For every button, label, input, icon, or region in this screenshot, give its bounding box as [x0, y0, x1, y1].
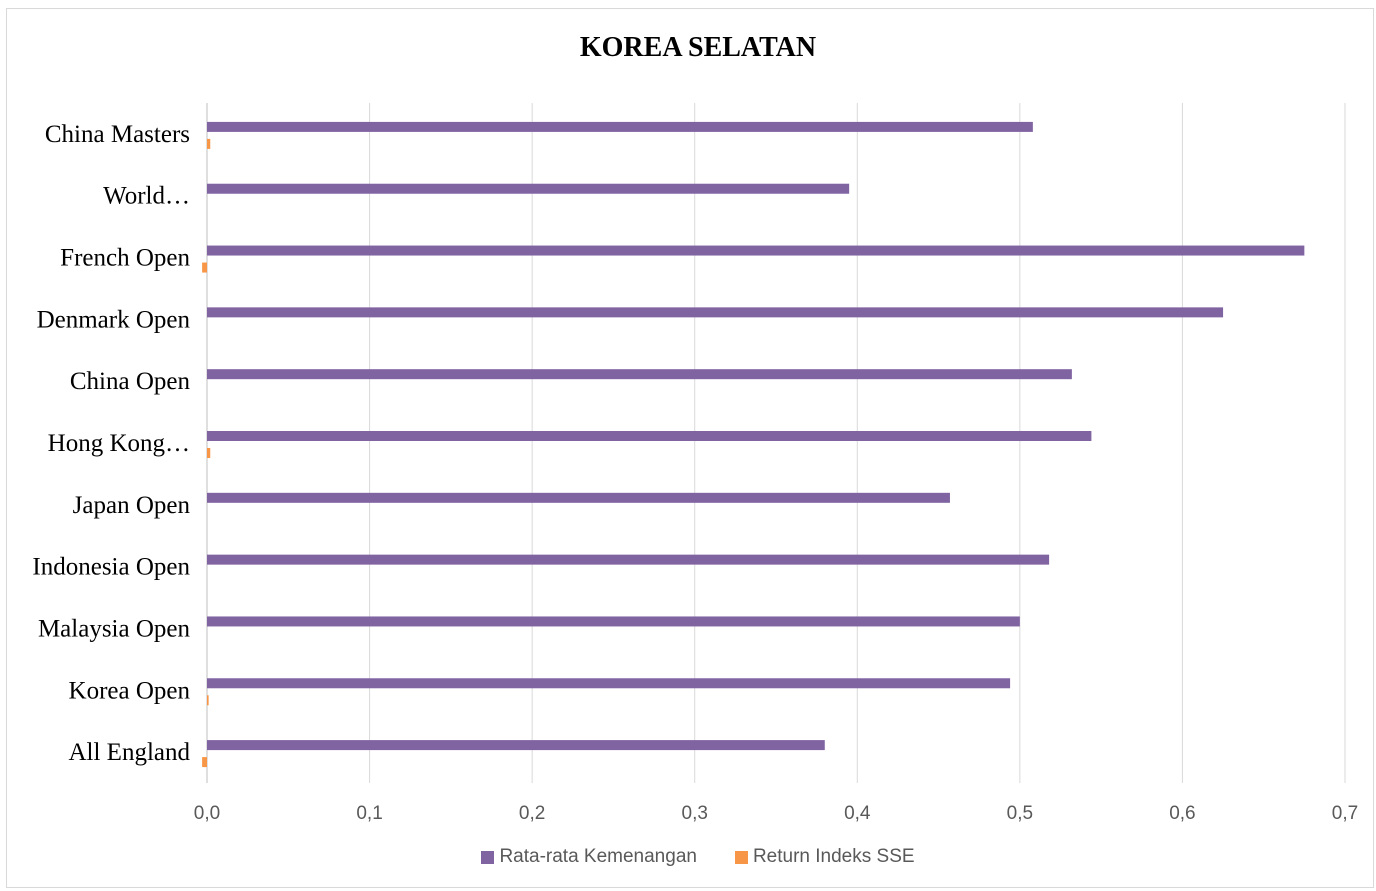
- bar-series-1: [207, 431, 1092, 441]
- legend-item-series-2: Return Indeks SSE: [734, 846, 915, 868]
- x-tick-label: 0,6: [1169, 803, 1195, 824]
- x-tick-label: 0,2: [519, 803, 545, 824]
- bar-series-1: [207, 554, 1050, 565]
- category-label: Indonesia Open: [32, 554, 190, 581]
- bar-series-1: [207, 245, 1305, 256]
- bar-series-1: [207, 307, 1224, 318]
- legend-label-series-1: Rata-rata Kemenangan: [499, 846, 697, 867]
- x-tick-label: 0,7: [1332, 803, 1358, 824]
- category-label: French Open: [60, 245, 190, 272]
- bar-series-2: [202, 757, 207, 768]
- x-tick-label: 0,0: [194, 803, 220, 824]
- x-tick-label: 0,5: [1007, 803, 1033, 824]
- category-label: China Open: [70, 368, 191, 395]
- category-label: China Masters: [45, 121, 190, 148]
- legend-swatch-series-2: [734, 850, 748, 864]
- bar-series-2: [207, 448, 211, 458]
- category-label: All England: [68, 739, 190, 766]
- x-tick-label: 0,1: [356, 803, 382, 824]
- bar-series-1: [207, 369, 1072, 380]
- category-label: Denmark Open: [37, 306, 191, 333]
- bar-series-1: [207, 492, 950, 503]
- chart-title: KOREA SELATAN: [579, 32, 817, 63]
- legend: Rata-rata Kemenangan Return Indeks SSE: [0, 846, 1376, 868]
- bar-series-1: [207, 616, 1020, 627]
- bar-series-1: [207, 678, 1011, 689]
- x-tick-label: 0,4: [844, 803, 871, 824]
- legend-item-series-1: Rata-rata Kemenangan: [481, 846, 697, 868]
- category-label: Hong Kong…: [48, 430, 190, 457]
- category-label: Japan Open: [73, 492, 191, 519]
- legend-label-series-2: Return Indeks SSE: [752, 846, 915, 867]
- x-tick-label: 0,3: [682, 803, 708, 824]
- category-label: Malaysia Open: [38, 615, 191, 642]
- bar-series-2: [207, 138, 211, 149]
- bar-series-1: [207, 121, 1033, 132]
- bar-series-2: [207, 695, 209, 706]
- bar-series-2: [202, 262, 207, 273]
- legend-swatch-series-1: [481, 850, 495, 864]
- bar-series-1: [207, 183, 850, 194]
- category-label: Korea Open: [69, 677, 191, 704]
- bar-series-1: [207, 740, 825, 751]
- category-label: World…: [103, 183, 190, 210]
